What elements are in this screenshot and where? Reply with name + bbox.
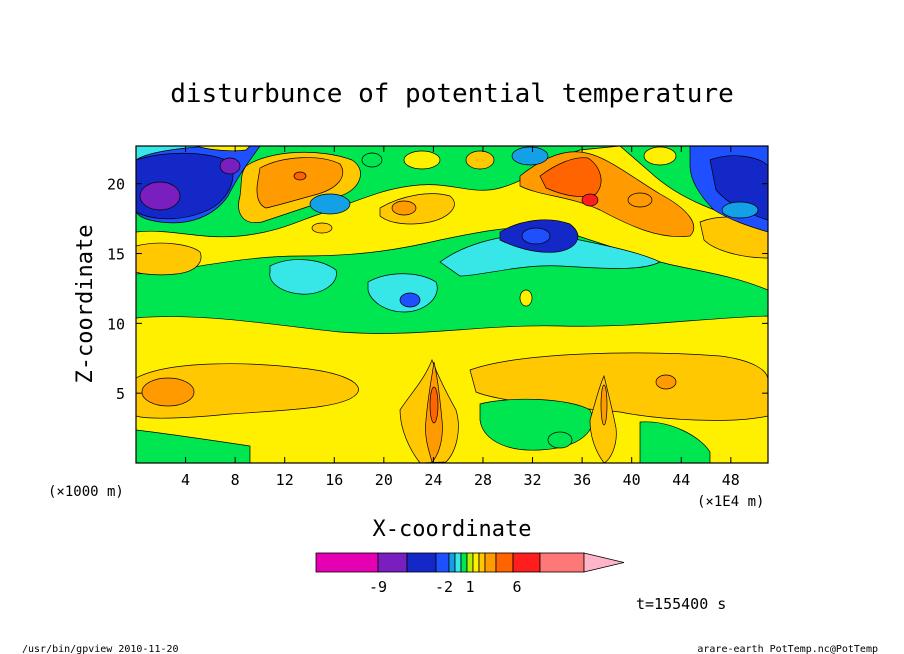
x-tick-label: 24 [424,471,442,489]
colorbar-label: 1 [465,578,474,596]
x-tick-label: 28 [474,471,492,489]
contour-band [136,429,251,463]
colorbar-swatch [512,552,541,573]
x-tick-label: 12 [276,471,294,489]
colorbar-label: 6 [512,578,521,596]
time-label: t=155400 s [636,595,726,613]
colorbar-swatch [435,552,450,573]
contour-band [429,386,439,424]
contour-band [465,150,495,170]
x-tick-label: 20 [375,471,393,489]
contour-band [391,200,417,216]
contour-band [403,150,441,170]
contour-band [655,374,677,390]
contour-band [581,193,599,207]
y-axis: 5 10 15 20 [107,176,768,403]
contour-band [219,157,241,175]
x-axis-label: X-coordinate [373,517,532,542]
contour-band [547,431,573,449]
contour-band [519,289,533,307]
y-unit-note: (×1E4 m) [697,494,764,510]
contour-band [639,421,711,463]
x-tick-label: 36 [573,471,591,489]
contour-band [399,292,421,308]
footer-left: /usr/bin/gpview 2010-11-20 [22,644,179,654]
colorbar-swatch [448,552,456,573]
y-tick-label: 5 [116,385,125,403]
contour-band [195,146,251,152]
y-tick-label: 10 [107,315,125,333]
x-tick-label: 32 [524,471,542,489]
colorbar-swatch [484,552,497,573]
contour-band [699,216,768,259]
contour-band [361,152,383,168]
x-tick-label: 4 [181,471,190,489]
chart-title: disturbunce of potential temperature [170,79,734,109]
contour-band [709,155,768,221]
colorbar-label: -9 [369,578,387,596]
contour-band [721,201,759,219]
x-unit-label: (×1000 m) [48,484,124,500]
contour-band [367,273,438,313]
colorbar-swatch [478,552,486,573]
contour-band [521,227,551,245]
colorbar-swatch [539,552,585,573]
contour-band [600,384,608,426]
contour-band [256,157,344,209]
x-axis: 4 8 12 16 20 24 28 32 36 40 44 48 [181,146,740,489]
colorbar-swatch [460,552,468,573]
contour-band [141,377,195,407]
y-tick-label: 20 [107,176,125,194]
x-tick-label: 8 [231,471,240,489]
x-tick-label: 40 [623,471,641,489]
contour-band [136,242,202,276]
contour-band [379,193,455,225]
colorbar-swatch [454,552,462,573]
colorbar: -9 -2 1 6 [315,552,625,596]
contour-band [627,192,653,208]
colorbar-swatch [315,552,379,573]
contour-band [269,259,337,295]
y-tick-label: 15 [107,246,125,264]
contour-band [643,146,677,166]
colorbar-swatch [377,552,408,573]
colorbar-label: -2 [435,578,453,596]
contour-field [136,146,768,463]
contour-band [511,146,549,166]
x-tick-label: 16 [325,471,343,489]
contour-band [136,363,359,419]
plot-frame [135,145,769,464]
footer-right: arare-earth_PotTemp.nc@PotTemp [697,644,878,654]
x-tick-label: 48 [722,471,740,489]
x-tick-label: 44 [672,471,690,489]
contour-band [311,222,333,234]
y-axis-label: Z-coordinate [73,225,98,384]
colorbar-swatch [495,552,514,573]
colorbar-swatch [472,552,480,573]
colorbar-swatch [406,552,437,573]
contour-band [309,193,351,215]
colorbar-arrow [583,552,625,573]
contour-band [139,181,181,211]
colorbar-swatch [466,552,474,573]
contour-band [293,171,307,181]
contour-band [539,157,602,197]
